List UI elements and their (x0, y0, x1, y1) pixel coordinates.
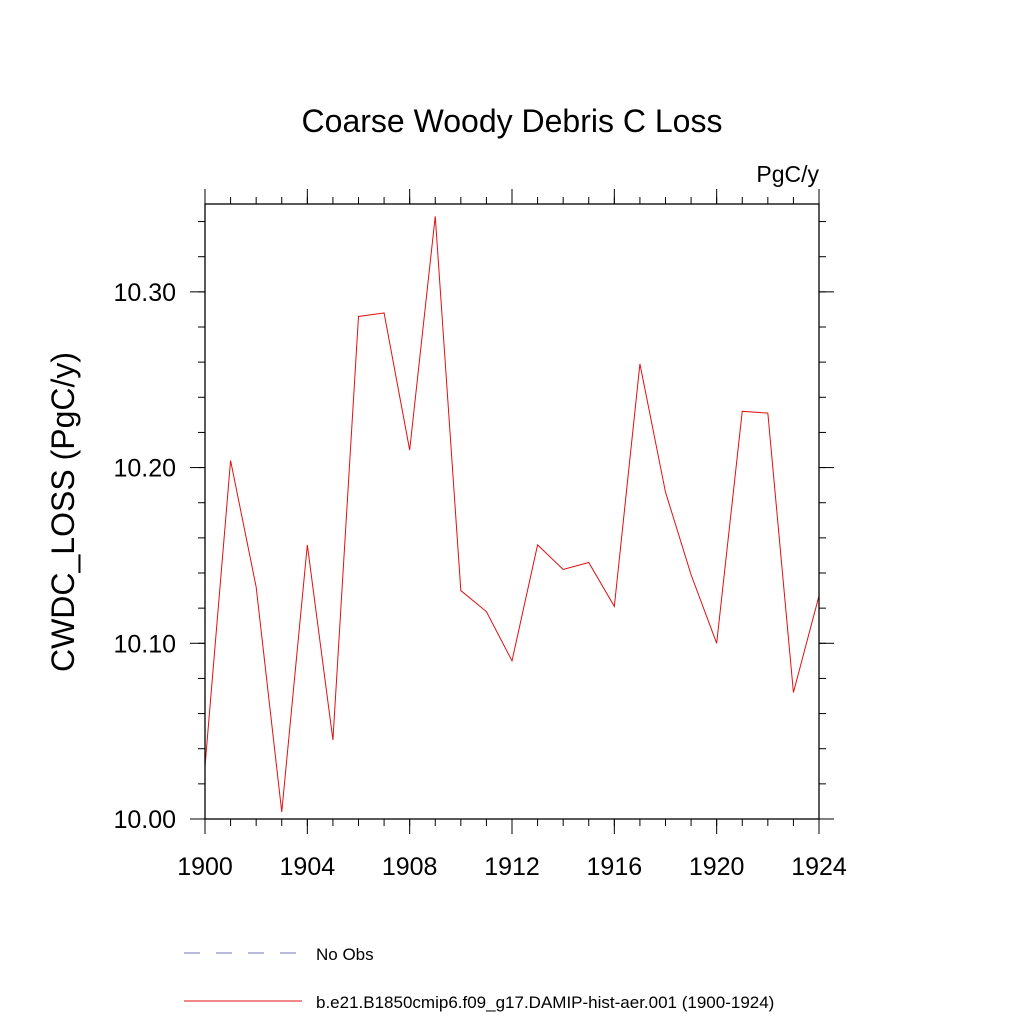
legend: No Obs b.e21.B1850cmip6.f09_g17.DAMIP-his… (184, 945, 774, 1012)
x-tick-label: 1912 (484, 853, 540, 881)
x-tick-label: 1904 (280, 853, 336, 881)
y-tick-label: 10.20 (113, 455, 176, 483)
y-tick-label: 10.00 (113, 806, 176, 834)
y-axis-label: CWDC_LOSS (PgC/y) (45, 352, 81, 672)
units-label: PgC/y (756, 161, 819, 187)
legend-label: No Obs (316, 945, 374, 964)
x-tick-label: 1908 (382, 853, 438, 881)
x-tick-label: 1916 (587, 853, 643, 881)
chart-title: Coarse Woody Debris C Loss (302, 103, 723, 139)
x-tick-label: 1924 (791, 853, 847, 881)
y-tick-label: 10.10 (113, 630, 176, 658)
series-lines (204, 216, 820, 813)
series-line (204, 216, 820, 813)
x-tick-label: 1920 (689, 853, 745, 881)
axis-ticks (190, 189, 834, 834)
x-tick-label: 1900 (177, 853, 233, 881)
legend-label: b.e21.B1850cmip6.f09_g17.DAMIP-hist-aer.… (316, 993, 774, 1012)
y-tick-label: 10.30 (113, 279, 176, 307)
axis-tick-labels: 1900 1904 1908 1912 1916 1920 1924 10.00 10.10 10… (113, 279, 846, 881)
plot-frame (204, 203, 820, 820)
